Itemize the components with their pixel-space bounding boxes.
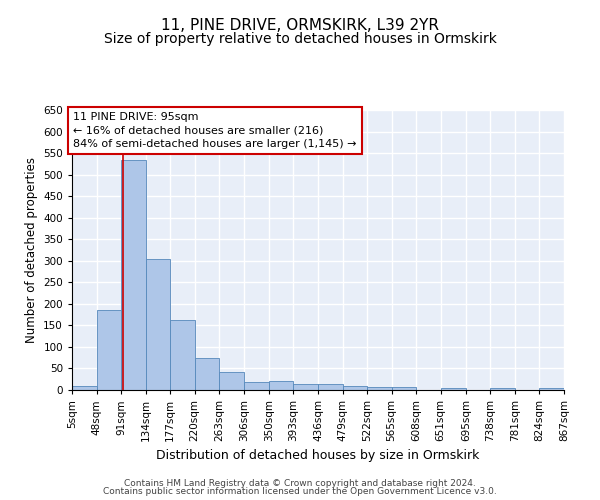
Bar xyxy=(343,386,367,390)
Text: Contains HM Land Registry data © Crown copyright and database right 2024.: Contains HM Land Registry data © Crown c… xyxy=(124,478,476,488)
Bar xyxy=(72,386,97,390)
Bar xyxy=(195,358,219,390)
Bar xyxy=(367,386,392,390)
Bar xyxy=(539,388,564,390)
Text: Size of property relative to detached houses in Ormskirk: Size of property relative to detached ho… xyxy=(104,32,496,46)
Text: 11, PINE DRIVE, ORMSKIRK, L39 2YR: 11, PINE DRIVE, ORMSKIRK, L39 2YR xyxy=(161,18,439,32)
Bar xyxy=(392,386,416,390)
Bar xyxy=(318,384,343,390)
Bar xyxy=(269,382,293,390)
X-axis label: Distribution of detached houses by size in Ormskirk: Distribution of detached houses by size … xyxy=(157,450,479,462)
Bar xyxy=(441,388,466,390)
Bar xyxy=(490,388,515,390)
Y-axis label: Number of detached properties: Number of detached properties xyxy=(25,157,38,343)
Bar xyxy=(121,160,146,390)
Bar xyxy=(97,310,121,390)
Bar xyxy=(170,320,195,390)
Bar xyxy=(219,372,244,390)
Text: 11 PINE DRIVE: 95sqm
← 16% of detached houses are smaller (216)
84% of semi-deta: 11 PINE DRIVE: 95sqm ← 16% of detached h… xyxy=(73,112,356,148)
Bar xyxy=(293,384,318,390)
Bar xyxy=(244,382,269,390)
Text: Contains public sector information licensed under the Open Government Licence v3: Contains public sector information licen… xyxy=(103,487,497,496)
Bar xyxy=(146,258,170,390)
